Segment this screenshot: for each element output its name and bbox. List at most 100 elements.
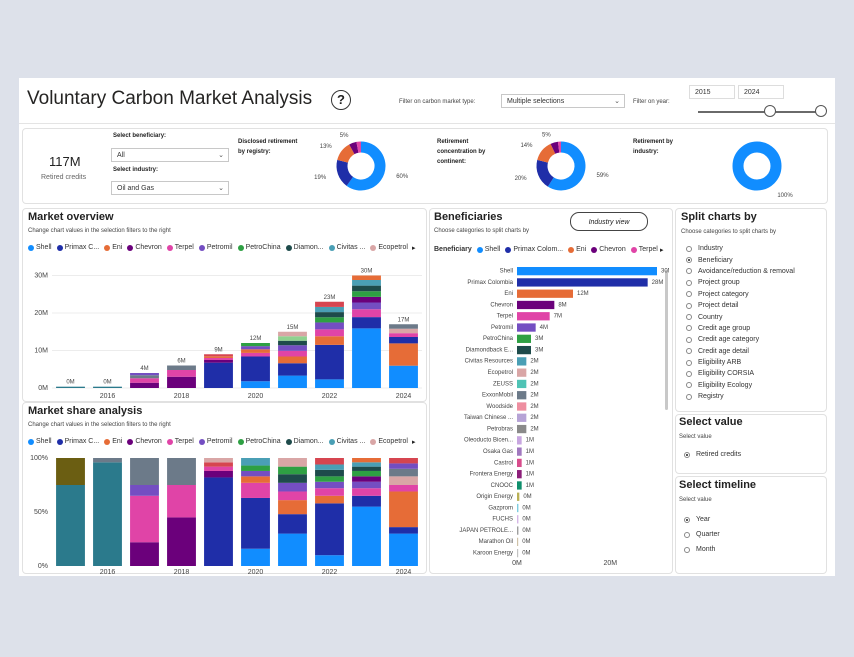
split-option[interactable]: Industry bbox=[686, 243, 795, 254]
bar-segment[interactable] bbox=[352, 275, 381, 281]
legend-item[interactable]: Chevron bbox=[127, 438, 162, 445]
bar-segment[interactable] bbox=[389, 463, 418, 469]
timeline-option[interactable]: Quarter bbox=[684, 527, 720, 542]
bar-segment[interactable] bbox=[352, 328, 381, 388]
beneficiaries-scrollbar[interactable] bbox=[665, 270, 668, 410]
chevron-right-icon[interactable]: ▸ bbox=[412, 439, 416, 446]
split-option[interactable]: Beneficiary bbox=[686, 254, 795, 265]
bar-segment[interactable] bbox=[167, 485, 196, 518]
legend-item[interactable]: Ecopetrol bbox=[370, 244, 408, 251]
split-option[interactable]: Eligibility CORSIA bbox=[686, 368, 795, 379]
industry-dropdown[interactable]: Oil and Gas ⌄ bbox=[111, 181, 229, 195]
year-to-input[interactable]: 2024 bbox=[738, 85, 784, 99]
bar-segment[interactable] bbox=[315, 503, 344, 556]
bar-segment[interactable] bbox=[278, 363, 307, 376]
bar[interactable] bbox=[517, 357, 527, 366]
bar-segment[interactable] bbox=[241, 497, 270, 549]
bar[interactable] bbox=[517, 391, 527, 400]
bar[interactable] bbox=[517, 424, 527, 434]
legend-item[interactable]: Eni bbox=[104, 244, 122, 251]
split-option[interactable]: Avoidance/reduction & removal bbox=[686, 266, 795, 277]
bar-segment[interactable] bbox=[352, 476, 381, 482]
bar-segment[interactable] bbox=[130, 378, 159, 383]
bar-segment[interactable] bbox=[352, 302, 381, 310]
bar-segment[interactable] bbox=[389, 333, 418, 337]
bar-segment[interactable] bbox=[389, 365, 418, 388]
bar-segment[interactable] bbox=[204, 458, 233, 463]
legend-item[interactable]: Eni bbox=[568, 246, 586, 253]
bar[interactable] bbox=[517, 289, 573, 298]
bar-segment[interactable] bbox=[204, 470, 233, 478]
bar[interactable] bbox=[517, 515, 519, 524]
year-slider-track[interactable] bbox=[698, 111, 822, 113]
split-option[interactable]: Registry bbox=[686, 391, 795, 402]
bar-segment[interactable] bbox=[130, 458, 159, 485]
bar[interactable] bbox=[517, 537, 519, 546]
legend-item[interactable]: Civitas ... bbox=[328, 438, 365, 445]
split-option[interactable]: Country bbox=[686, 311, 795, 322]
bar-segment[interactable] bbox=[241, 548, 270, 566]
industry-view-button[interactable]: Industry view bbox=[570, 212, 648, 231]
bar-segment[interactable] bbox=[278, 345, 307, 351]
bar[interactable] bbox=[517, 278, 648, 287]
bar-segment[interactable] bbox=[204, 356, 233, 358]
bar-segment[interactable] bbox=[315, 312, 344, 318]
bar-segment[interactable] bbox=[93, 462, 122, 566]
bar-segment[interactable] bbox=[315, 495, 344, 504]
bar-segment[interactable] bbox=[389, 527, 418, 534]
chevron-right-icon[interactable]: ▸ bbox=[660, 247, 664, 254]
bar-segment[interactable] bbox=[278, 514, 307, 534]
legend-item[interactable]: PetroChina bbox=[237, 438, 281, 445]
bar-segment[interactable] bbox=[56, 458, 85, 485]
bar-segment[interactable] bbox=[352, 285, 381, 292]
bar-segment[interactable] bbox=[352, 296, 381, 303]
bar-segment[interactable] bbox=[241, 346, 270, 350]
bar-segment[interactable] bbox=[278, 340, 307, 346]
bar-segment[interactable] bbox=[315, 476, 344, 482]
bar-segment[interactable] bbox=[352, 470, 381, 477]
year-slider-handle-end[interactable] bbox=[815, 105, 827, 117]
donut-slice[interactable] bbox=[346, 141, 386, 191]
bar-segment[interactable] bbox=[389, 337, 418, 344]
bar[interactable] bbox=[517, 447, 522, 456]
bar[interactable] bbox=[517, 413, 527, 422]
bar[interactable] bbox=[517, 379, 527, 389]
bar[interactable] bbox=[517, 368, 527, 377]
bar-segment[interactable] bbox=[278, 474, 307, 483]
bar[interactable] bbox=[517, 334, 531, 343]
legend-item[interactable]: Shell bbox=[28, 244, 52, 251]
chevron-right-icon[interactable]: ▸ bbox=[412, 245, 416, 252]
split-option[interactable]: Eligibility ARB bbox=[686, 357, 795, 368]
bar-segment[interactable] bbox=[241, 465, 270, 471]
legend-item[interactable]: Chevron bbox=[127, 244, 162, 251]
bar-segment[interactable] bbox=[278, 466, 307, 475]
bar-segment[interactable] bbox=[315, 336, 344, 345]
bar[interactable] bbox=[517, 549, 519, 558]
bar-segment[interactable] bbox=[352, 291, 381, 297]
bar-segment[interactable] bbox=[352, 462, 381, 467]
legend-item[interactable]: Shell bbox=[28, 438, 52, 445]
bar-segment[interactable] bbox=[389, 533, 418, 566]
bar[interactable] bbox=[517, 526, 519, 535]
bar-segment[interactable] bbox=[315, 329, 344, 337]
bar-segment[interactable] bbox=[315, 301, 344, 307]
split-option[interactable]: Credit age detail bbox=[686, 346, 795, 357]
bar-segment[interactable] bbox=[389, 324, 418, 329]
legend-item[interactable]: Diamon... bbox=[285, 438, 324, 445]
bar-segment[interactable] bbox=[56, 485, 85, 566]
bar-segment[interactable] bbox=[315, 306, 344, 313]
bar-segment[interactable] bbox=[352, 458, 381, 463]
bar-segment[interactable] bbox=[278, 482, 307, 492]
bar-segment[interactable] bbox=[352, 495, 381, 507]
bar-segment[interactable] bbox=[278, 533, 307, 566]
bar-segment[interactable] bbox=[204, 362, 233, 388]
bar-segment[interactable] bbox=[389, 485, 418, 492]
bar-segment[interactable] bbox=[204, 359, 233, 363]
bar[interactable] bbox=[517, 323, 536, 332]
bar-segment[interactable] bbox=[352, 506, 381, 566]
donut-slice[interactable] bbox=[732, 141, 782, 191]
bar-segment[interactable] bbox=[278, 491, 307, 501]
bar[interactable] bbox=[517, 470, 522, 479]
bar-segment[interactable] bbox=[278, 500, 307, 515]
legend-item[interactable]: Primax Colom... bbox=[505, 246, 563, 253]
